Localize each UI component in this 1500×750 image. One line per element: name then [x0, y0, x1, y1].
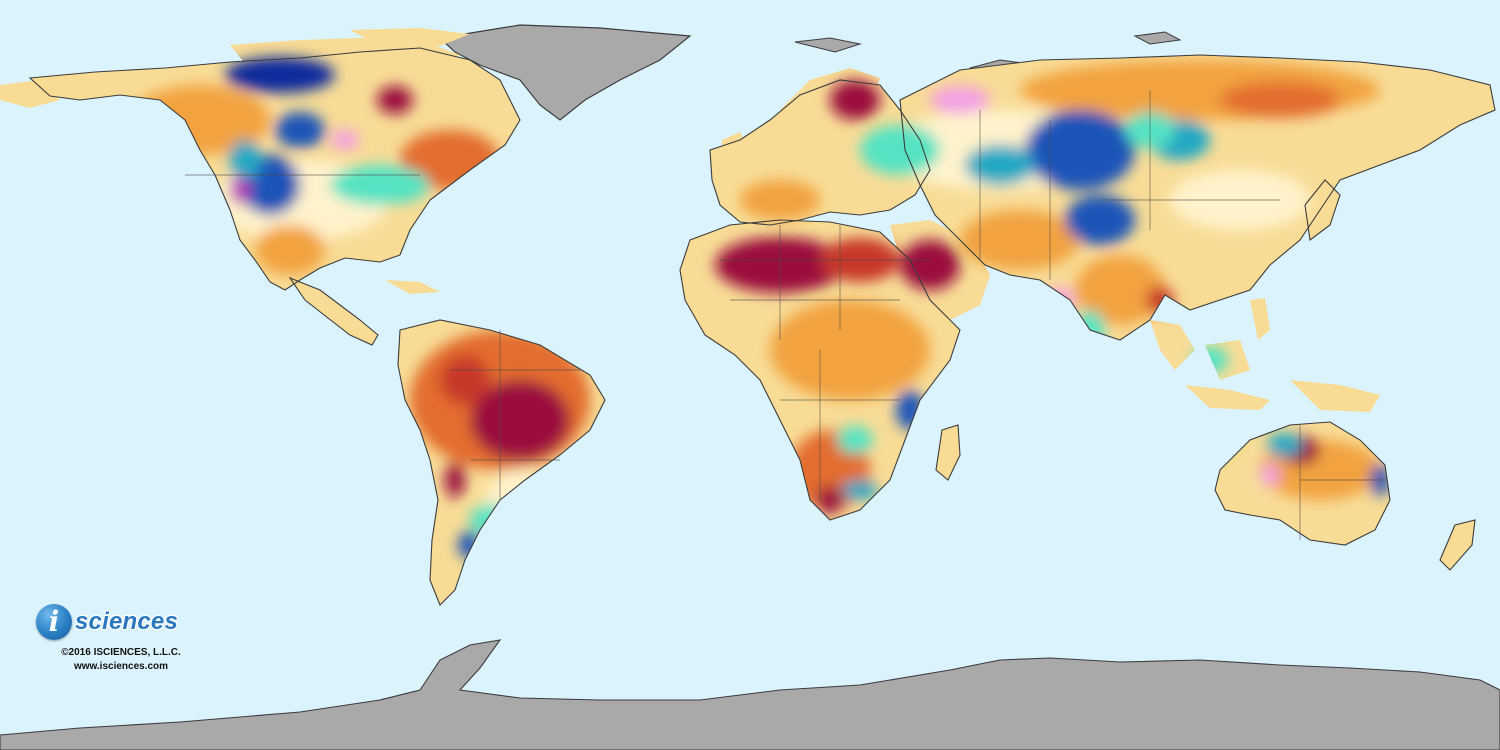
logo-wordmark: sciences [75, 608, 179, 635]
greenland-no-data [438, 24, 692, 121]
info-i-icon: i [36, 604, 72, 640]
website-text: www.isciences.com [73, 661, 169, 672]
country-borders [185, 90, 1385, 540]
logo-row: i sciences [36, 604, 216, 640]
coastlines [28, 47, 1496, 606]
isciences-logo: i sciences ©2016 ISCIENCES, L.L.C. www.i… [36, 604, 216, 674]
antarctica-no-data [0, 639, 1500, 750]
copyright-text: ©2016 ISCIENCES, L.L.C. [61, 647, 181, 658]
